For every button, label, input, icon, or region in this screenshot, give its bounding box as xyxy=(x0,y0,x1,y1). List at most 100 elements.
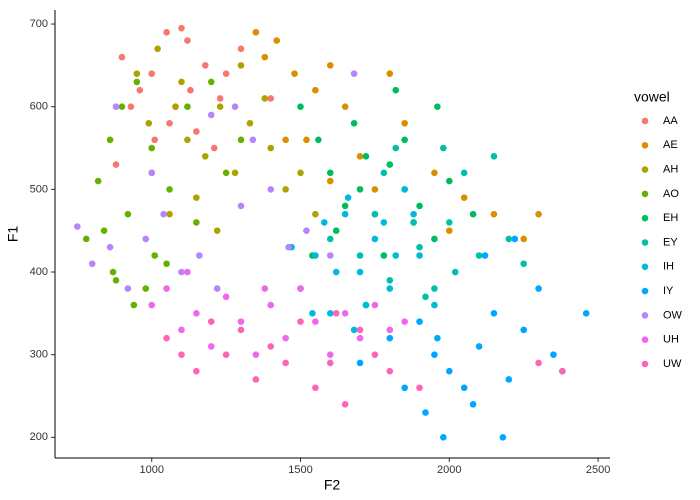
point xyxy=(434,103,441,111)
point xyxy=(193,367,200,375)
point xyxy=(145,119,153,127)
point xyxy=(446,227,453,234)
point xyxy=(252,29,260,36)
point xyxy=(386,326,394,334)
point xyxy=(451,268,459,276)
point xyxy=(380,219,388,226)
point xyxy=(252,351,260,358)
point xyxy=(201,153,209,160)
point xyxy=(124,210,132,218)
point xyxy=(371,351,379,358)
point xyxy=(371,301,379,309)
point xyxy=(267,301,275,309)
point xyxy=(184,268,191,276)
point xyxy=(416,202,423,210)
point xyxy=(261,95,269,102)
point xyxy=(350,119,358,127)
point xyxy=(297,169,304,177)
point xyxy=(475,252,483,259)
point xyxy=(148,301,156,309)
point xyxy=(440,144,447,152)
legend-marker xyxy=(641,190,649,198)
point xyxy=(490,153,498,160)
point xyxy=(112,276,120,284)
point xyxy=(410,210,417,218)
point xyxy=(422,409,429,416)
point xyxy=(469,210,477,218)
point xyxy=(460,384,468,392)
legend-label: UW xyxy=(663,358,682,370)
point xyxy=(386,285,394,292)
point xyxy=(481,252,489,259)
point xyxy=(520,260,527,268)
y-tick-label: 400 xyxy=(30,266,48,278)
point xyxy=(184,136,191,144)
legend-label: AE xyxy=(663,139,678,151)
point xyxy=(124,285,132,292)
point xyxy=(207,343,215,350)
legend-title: vowel xyxy=(634,89,670,105)
point xyxy=(326,351,334,358)
legend-marker xyxy=(641,117,649,125)
point xyxy=(133,70,141,77)
point xyxy=(252,376,260,383)
point xyxy=(82,235,90,243)
point xyxy=(297,318,304,325)
point xyxy=(446,367,453,375)
point xyxy=(151,136,158,144)
point xyxy=(356,359,364,367)
point xyxy=(201,62,209,69)
point xyxy=(410,219,417,226)
x-tick-label: 1500 xyxy=(288,464,312,476)
point xyxy=(142,235,150,243)
y-tick-label: 300 xyxy=(30,349,48,361)
point xyxy=(261,53,269,61)
point xyxy=(356,268,364,276)
point xyxy=(193,310,200,317)
point xyxy=(505,376,513,383)
point xyxy=(386,161,394,168)
point xyxy=(386,70,394,77)
point xyxy=(344,194,352,201)
point xyxy=(193,219,200,226)
point xyxy=(416,318,423,325)
point xyxy=(106,243,114,251)
point xyxy=(127,103,135,111)
point xyxy=(559,367,566,375)
point xyxy=(446,177,453,185)
y-tick-label: 500 xyxy=(30,183,48,195)
y-tick-label: 200 xyxy=(30,431,48,443)
point xyxy=(261,285,269,292)
point xyxy=(535,210,542,218)
y-tick-label: 600 xyxy=(30,101,48,113)
point xyxy=(469,400,477,408)
point xyxy=(401,136,408,144)
x-tick-label: 2500 xyxy=(586,464,610,476)
point xyxy=(118,103,126,111)
point xyxy=(136,86,144,94)
point xyxy=(434,334,441,342)
point xyxy=(267,186,275,193)
point xyxy=(148,144,156,152)
point xyxy=(237,136,245,144)
point xyxy=(356,252,364,259)
point xyxy=(163,29,170,36)
point xyxy=(356,334,364,342)
point xyxy=(386,334,394,342)
point xyxy=(392,144,400,152)
point xyxy=(282,186,289,193)
point xyxy=(178,351,185,358)
point xyxy=(193,194,200,201)
point xyxy=(356,186,364,193)
point xyxy=(431,169,438,177)
x-tick-label: 1000 xyxy=(139,464,163,476)
point xyxy=(332,310,340,317)
point xyxy=(207,111,215,119)
point xyxy=(172,103,179,111)
legend-label: AA xyxy=(663,115,678,127)
legend-label: EH xyxy=(663,212,678,224)
point xyxy=(166,210,173,218)
point xyxy=(499,434,507,441)
point xyxy=(88,260,96,268)
point xyxy=(315,136,322,144)
